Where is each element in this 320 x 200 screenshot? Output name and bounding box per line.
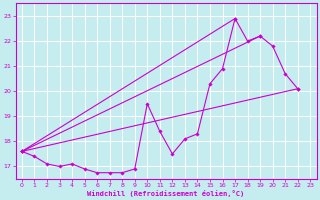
X-axis label: Windchill (Refroidissement éolien,°C): Windchill (Refroidissement éolien,°C) [87,190,245,197]
